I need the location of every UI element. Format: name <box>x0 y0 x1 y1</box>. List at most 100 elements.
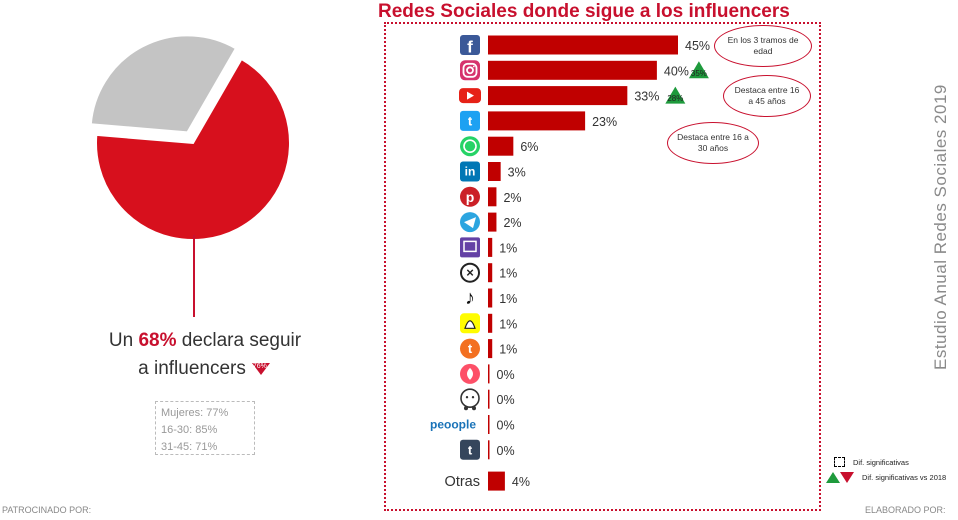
callout-instagram-text: Destaca entre 16 a 45 años <box>734 85 800 106</box>
bar-tumblr <box>488 440 490 460</box>
legend-vs-label: Dif. significativas vs 2018 <box>862 473 947 482</box>
value-label-twitter: 23% <box>592 115 617 129</box>
callout-instagram: Destaca entre 16 a 45 años <box>723 75 811 117</box>
bar-telegram <box>488 212 497 232</box>
caption-suffix: declara seguir <box>176 330 302 351</box>
up-triangle-icon <box>826 472 840 483</box>
decrease-marker-label: 76% <box>252 362 267 370</box>
svg-text:t: t <box>468 113 473 128</box>
value-label-snapchat: 1% <box>499 317 517 331</box>
value-label-pinterest: 2% <box>503 191 521 205</box>
linkedin-icon: in <box>460 161 480 182</box>
callout-youtube-text: Destaca entre 16 a 30 años <box>677 132 749 153</box>
value-label-waze: 0% <box>497 393 515 407</box>
bar-xing <box>488 263 493 283</box>
side-title: Estudio Anual Redes Sociales 2019 <box>931 84 950 370</box>
xing-icon: × <box>460 262 480 283</box>
bar-youtube <box>488 86 628 106</box>
bar-tiktok <box>488 288 493 308</box>
bar-whatsapp <box>488 136 514 156</box>
telegram-icon <box>460 212 480 233</box>
increase-marker-youtube: 28% <box>665 86 686 104</box>
svg-text:×: × <box>466 265 474 280</box>
value-label-instagram: 40% <box>664 64 689 78</box>
value-label-xing: 1% <box>499 267 517 281</box>
bar-tuenti <box>488 339 493 359</box>
bar-otras <box>488 471 505 491</box>
svg-text:peoople: peoople <box>430 418 476 432</box>
twitch-icon <box>460 237 480 258</box>
tumblr-icon: t <box>460 439 480 460</box>
bar-twitter <box>488 111 586 131</box>
youtube-icon <box>459 88 481 104</box>
svg-text:t: t <box>468 341 473 356</box>
whatsapp-icon <box>460 136 480 157</box>
pie-leader-line <box>193 235 195 317</box>
value-label-tumblr: 0% <box>497 444 515 458</box>
value-label-linkedin: 3% <box>508 166 526 180</box>
legend-significant: Dif. significativas <box>834 457 909 467</box>
waze-icon <box>460 388 480 411</box>
svg-text:28%: 28% <box>667 94 683 103</box>
value-label-twitch: 1% <box>499 241 517 255</box>
chart-title: Redes Sociales donde sigue a los influen… <box>378 1 790 22</box>
down-triangle-icon <box>840 472 854 483</box>
value-label-youtube: 33% <box>634 90 659 104</box>
tinder-icon <box>460 363 480 384</box>
svg-text:p: p <box>466 189 475 205</box>
caption-prefix: Un <box>108 330 139 351</box>
bar-linkedin <box>488 162 501 181</box>
svg-text:f: f <box>467 38 473 57</box>
bar-twitch <box>488 237 493 257</box>
tuenti-icon: t <box>460 338 480 359</box>
svg-text:in: in <box>465 165 476 179</box>
instagram-icon <box>460 60 480 81</box>
value-label-tinder: 0% <box>497 368 515 382</box>
caption-line2: a influencers <box>138 358 246 379</box>
bar-waze <box>488 389 490 409</box>
snapchat-icon <box>460 313 480 334</box>
caption-percent: 68% <box>138 330 177 351</box>
demographics-box: Mujeres: 77% 16-30: 85% 31-45: 71% <box>155 401 255 455</box>
dashed-box-icon <box>834 457 845 467</box>
bar-snapchat <box>488 313 493 333</box>
facebook-icon: f <box>460 35 480 57</box>
demographic-women: Mujeres: 77% <box>161 407 229 419</box>
bar-peoople <box>488 415 490 434</box>
peoople-icon: peoople <box>430 418 476 432</box>
value-label-telegram: 2% <box>503 216 521 230</box>
bar-facebook <box>488 35 678 55</box>
value-label-tiktok: 1% <box>499 292 517 306</box>
svg-text:♪: ♪ <box>465 287 475 309</box>
callout-facebook-text: En los 3 tramos de edad <box>727 35 799 56</box>
footer-made-by: ELABORADO POR: <box>865 505 946 515</box>
bar-tinder <box>488 364 490 384</box>
twitter-icon: t <box>460 110 480 131</box>
demographic-16-30: 16-30: 85% <box>161 424 218 436</box>
svg-text:t: t <box>468 442 473 457</box>
callout-youtube: Destaca entre 16 a 30 años <box>667 122 759 164</box>
footer-sponsored: PATROCINADO POR: <box>2 505 92 515</box>
decrease-marker: 76% <box>251 362 272 375</box>
value-label-whatsapp: 6% <box>520 140 538 154</box>
pie-chart <box>89 35 291 241</box>
value-label-peoople: 0% <box>497 419 515 433</box>
chart-frame <box>384 22 821 511</box>
svg-text:35%: 35% <box>691 69 707 78</box>
category-label-otras: Otras <box>445 474 480 490</box>
pinterest-icon: p <box>460 186 480 207</box>
pie-slice-yes <box>95 57 291 241</box>
callout-facebook: En los 3 tramos de edad <box>714 25 812 67</box>
value-label-tuenti: 1% <box>499 343 517 357</box>
tiktok-icon: ♪ <box>465 287 475 309</box>
bar-pinterest <box>488 187 497 207</box>
legend-vs-2018: Dif. significativas vs 2018 <box>826 472 946 483</box>
value-label-otras: 4% <box>512 475 530 489</box>
demographic-31-45: 31-45: 71% <box>161 441 218 453</box>
legend-significant-label: Dif. significativas <box>853 457 909 467</box>
value-label-facebook: 45% <box>685 39 710 53</box>
pie-caption: Un 68% declara seguir a influencers 76% <box>100 327 310 383</box>
increase-marker-instagram: 35% <box>688 61 709 79</box>
bar-instagram <box>488 60 657 80</box>
